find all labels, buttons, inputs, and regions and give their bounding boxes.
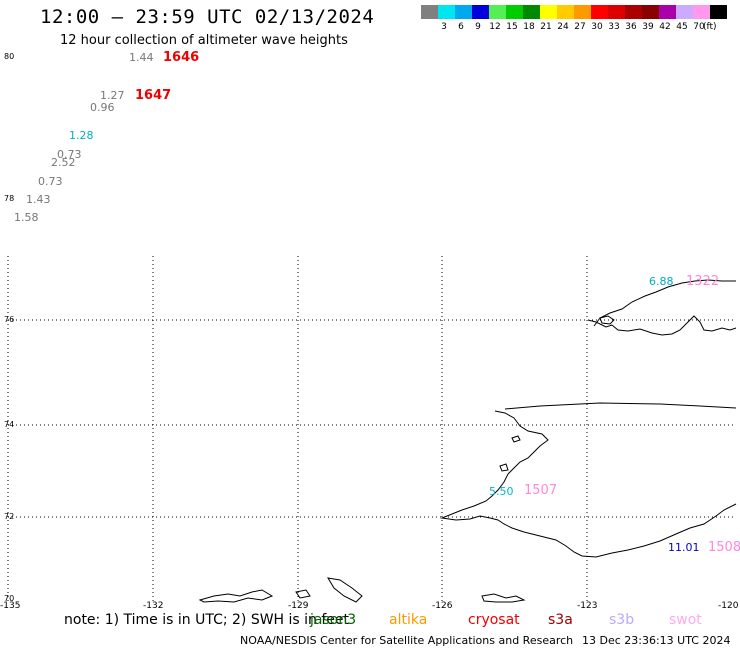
legend-swatch xyxy=(659,5,676,19)
legend-unit: (ft) xyxy=(703,22,717,32)
pass-time-label: 1322 xyxy=(686,274,720,289)
legend-swatch xyxy=(421,5,438,19)
wave-label: 2.52 xyxy=(51,156,76,169)
satellite-jason3: jason3 xyxy=(310,612,357,628)
lat-label-76: 76 xyxy=(4,315,15,324)
pass-time-label: 1508 xyxy=(708,540,740,555)
map-title: 12:00 – 23:59 UTC 02/13/2024 xyxy=(40,6,375,28)
legend-swatch xyxy=(540,5,557,19)
legend-swatch xyxy=(710,5,727,19)
map-subtitle: 12 hour collection of altimeter wave hei… xyxy=(60,33,348,48)
satellite-swot: swot xyxy=(669,612,702,628)
legend-label: 36 xyxy=(625,22,637,32)
legend-swatch xyxy=(472,5,489,19)
legend-label: 70 xyxy=(693,22,705,32)
legend-label: 45 xyxy=(676,22,688,32)
legend-label: 12 xyxy=(489,22,501,32)
lon-label-132: -132 xyxy=(143,601,164,611)
legend-label: 15 xyxy=(506,22,518,32)
satellite-s3a: s3a xyxy=(548,612,573,628)
wave-label: 1.43 xyxy=(26,193,51,206)
legend-label: 3 xyxy=(441,22,447,32)
satellite-s3b: s3b xyxy=(609,612,635,628)
lat-label-70: 70 xyxy=(4,594,15,603)
legend-swatch xyxy=(676,5,693,19)
wave-label: 11.01 xyxy=(668,541,700,554)
legend-label: 27 xyxy=(574,22,586,32)
lat-label-74: 74 xyxy=(4,420,15,429)
pass-time-label: 1507 xyxy=(524,483,558,498)
lat-label-72: 72 xyxy=(4,512,15,521)
legend-swatch xyxy=(574,5,591,19)
legend-label: 6 xyxy=(458,22,464,32)
legend-label: 39 xyxy=(642,22,654,32)
legend-label: 42 xyxy=(659,22,671,32)
legend-label: 30 xyxy=(591,22,603,32)
lat-label-78: 78 xyxy=(4,194,15,203)
lon-label-126: -126 xyxy=(432,601,453,611)
legend-swatch xyxy=(591,5,608,19)
lon-label-123: -123 xyxy=(577,601,598,611)
satellite-cryosat: cryosat xyxy=(468,612,520,628)
wave-label: 0.73 xyxy=(57,148,82,161)
legend-label: 18 xyxy=(523,22,535,32)
generated-timestamp: 13 Dec 23:36:13 UTC 2024 xyxy=(582,634,731,647)
lon-label-135: -135 xyxy=(0,601,21,611)
legend-swatch xyxy=(625,5,642,19)
wave-label: 1.58 xyxy=(14,211,39,224)
lat-label-80: 80 xyxy=(4,52,15,61)
legend-swatch xyxy=(489,5,506,19)
wave-label: 1.27 xyxy=(100,89,125,102)
lon-label-120: -120 xyxy=(718,601,739,611)
pass-time-label: 1647 xyxy=(135,88,172,103)
legend-swatch xyxy=(557,5,574,19)
lat-lon-grid xyxy=(7,256,736,602)
wave-label: 5.50 xyxy=(489,485,514,498)
legend-label: 33 xyxy=(608,22,620,32)
legend-swatch xyxy=(455,5,472,19)
lon-label-129: -129 xyxy=(288,601,309,611)
wave-label: 6.88 xyxy=(649,275,674,288)
legend-swatch xyxy=(523,5,540,19)
footer-note: note: 1) Time is in UTC; 2) SWH is in fe… xyxy=(64,612,350,628)
wave-label: 0.73 xyxy=(38,175,63,188)
legend-label: 9 xyxy=(475,22,481,32)
credit-line: NOAA/NESDIS Center for Satellite Applica… xyxy=(240,634,574,647)
wave-label: 0.96 xyxy=(90,101,115,114)
legend-swatch xyxy=(438,5,455,19)
legend-swatch xyxy=(608,5,625,19)
wave-label: 1.28 xyxy=(69,129,94,142)
legend-swatch xyxy=(693,5,710,19)
wave-label: 1.44 xyxy=(129,51,154,64)
pass-time-label: 1646 xyxy=(163,50,200,65)
legend-label: 21 xyxy=(540,22,552,32)
legend-label: 24 xyxy=(557,22,569,32)
coastline xyxy=(198,279,737,603)
legend-swatch xyxy=(506,5,523,19)
legend-swatch xyxy=(642,5,659,19)
satellite-altika: altika xyxy=(389,612,428,628)
